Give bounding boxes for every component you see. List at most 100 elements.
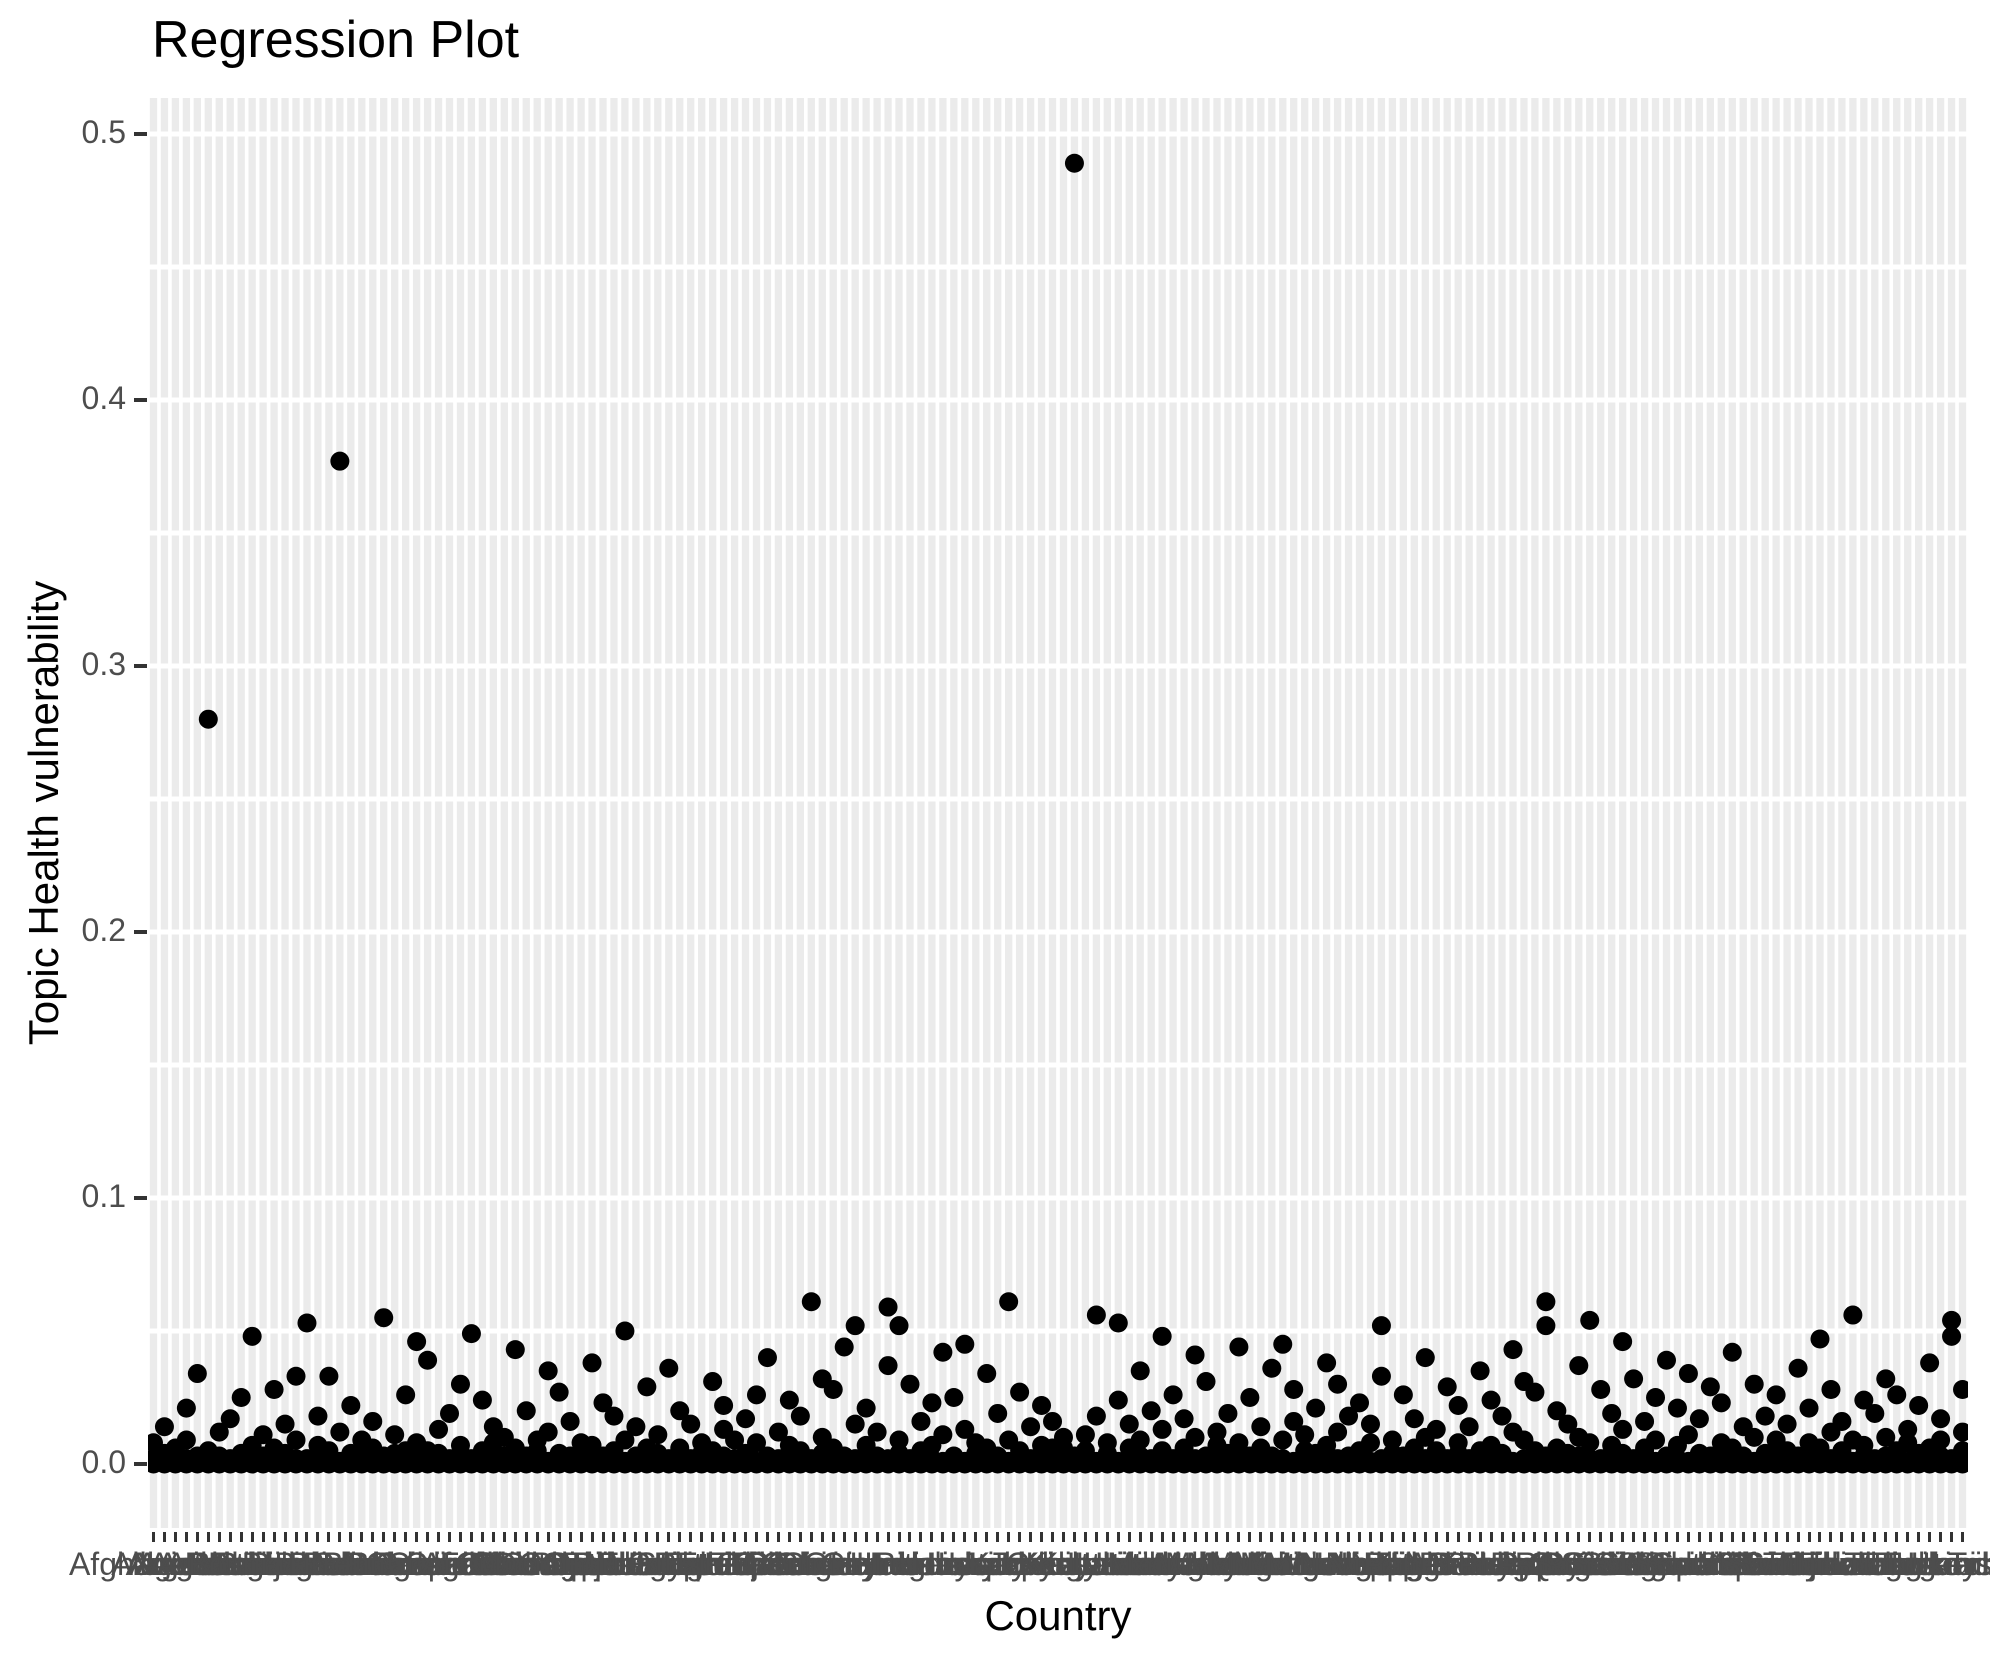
plot-canvas <box>148 98 1968 1528</box>
grid-stripe-x <box>1958 98 1967 1528</box>
data-point <box>1942 1326 1962 1346</box>
grid-stripe-x <box>1893 98 1901 1528</box>
data-point <box>955 1334 975 1354</box>
x-tick <box>875 1532 879 1542</box>
x-tick <box>1741 1532 1745 1542</box>
x-tick-label: Hungary <box>849 1546 971 1582</box>
x-tick <box>689 1532 693 1542</box>
x-tick <box>448 1532 451 1542</box>
x-tick <box>1226 1532 1230 1542</box>
x-tick-label: Pakistan <box>1418 1546 1542 1582</box>
data-point <box>1218 1403 1238 1423</box>
grid-stripe-x <box>1081 98 1090 1528</box>
x-tick-label: Sierra Leone <box>1563 1546 1748 1582</box>
x-tick-label: Comoros <box>472 1546 603 1582</box>
x-tick <box>656 1532 660 1542</box>
grid-stripe-x <box>1333 98 1342 1528</box>
grid-stripe-x <box>1816 98 1824 1528</box>
x-tick <box>776 1532 780 1542</box>
data-point <box>1744 1427 1764 1447</box>
x-tick-label: Bangladesh <box>189 1546 359 1582</box>
x-tick <box>1423 1532 1427 1542</box>
x-tick-label: South Africa <box>1635 1546 1808 1582</box>
data-point <box>1503 1340 1523 1360</box>
grid-stripe-x <box>676 98 684 1528</box>
data-point <box>407 1332 427 1352</box>
x-tick-label: France <box>717 1546 818 1582</box>
grid-stripe-x <box>774 98 783 1528</box>
x-tick <box>1807 1532 1811 1542</box>
x-tick <box>952 1532 956 1542</box>
data-point <box>1744 1374 1764 1394</box>
grid-stripe-x <box>1279 98 1287 1528</box>
grid-stripe-x <box>1542 98 1550 1528</box>
data-point <box>845 1316 865 1336</box>
x-tick-label: Thailand <box>1802 1546 1926 1582</box>
grid-stripe-x <box>665 98 673 1528</box>
h-gridline <box>148 530 1968 536</box>
x-tick <box>217 1532 221 1542</box>
x-tick <box>634 1532 638 1542</box>
y-tick <box>134 664 147 668</box>
x-tick <box>261 1532 265 1542</box>
x-tick-label: Guatemala <box>765 1546 923 1582</box>
grid-stripe-x <box>1147 98 1155 1528</box>
x-tick-label: Slovenia <box>1627 1546 1750 1582</box>
x-tick-label: Netherlands <box>1295 1546 1468 1582</box>
x-tick <box>1686 1532 1690 1542</box>
x-tick <box>1434 1532 1438 1542</box>
grid-stripe-x <box>1936 98 1945 1528</box>
x-tick <box>765 1532 769 1542</box>
data-point <box>977 1364 997 1384</box>
grid-stripe-x <box>1717 98 1725 1528</box>
x-tick-label: Mongolia <box>1239 1546 1370 1582</box>
x-tick-label: North Macedonia <box>1325 1546 1570 1582</box>
x-tick-label: Brunei <box>348 1546 441 1582</box>
grid-stripe-x <box>654 98 662 1528</box>
data-point <box>944 1388 964 1407</box>
data-point <box>1711 1393 1731 1413</box>
x-tick-label: Turkey <box>1881 1546 1978 1582</box>
grid-stripe-x <box>1092 98 1101 1528</box>
x-tick <box>1917 1532 1921 1542</box>
data-point <box>363 1411 383 1431</box>
x-tick-label: Samoa <box>1560 1546 1663 1582</box>
x-tick <box>1314 1532 1318 1542</box>
x-tick-label: Cambodia <box>365 1546 512 1582</box>
data-point <box>779 1390 799 1410</box>
grid-stripe-x <box>1695 98 1704 1528</box>
chart-title: Regression Plot <box>152 11 520 69</box>
x-tick <box>798 1532 802 1542</box>
x-tick-label: Mexico <box>1232 1546 1334 1582</box>
grid-stripe-x <box>1421 98 1429 1528</box>
grid-stripe-x <box>1322 98 1331 1528</box>
grid-stripe-x <box>840 98 848 1528</box>
x-tick <box>678 1532 682 1542</box>
x-tick <box>579 1532 583 1542</box>
data-point <box>154 1417 174 1437</box>
x-tick-label: Algeria <box>125 1546 226 1582</box>
outlier-point <box>330 451 350 471</box>
x-tick-label: Papua New Guinea <box>1363 1546 1641 1582</box>
h-gridline <box>148 131 1968 137</box>
x-tick <box>535 1532 539 1542</box>
x-tick <box>1347 1532 1351 1542</box>
data-point <box>396 1385 416 1405</box>
grid-stripe-x <box>829 98 837 1528</box>
data-point <box>1777 1414 1797 1434</box>
x-tick <box>1774 1532 1778 1542</box>
x-tick <box>305 1532 309 1542</box>
x-tick-label: Iceland <box>869 1546 973 1582</box>
x-tick <box>1489 1532 1493 1542</box>
x-tick <box>1632 1532 1636 1542</box>
x-tick <box>1303 1532 1307 1542</box>
data-point <box>593 1393 613 1413</box>
x-tick <box>1599 1532 1603 1542</box>
data-point <box>1273 1334 1293 1354</box>
x-tick <box>1171 1532 1175 1542</box>
x-tick-label: Chile <box>467 1546 541 1582</box>
data-point <box>1350 1393 1370 1413</box>
data-point <box>790 1406 810 1426</box>
data-point <box>1887 1385 1907 1405</box>
